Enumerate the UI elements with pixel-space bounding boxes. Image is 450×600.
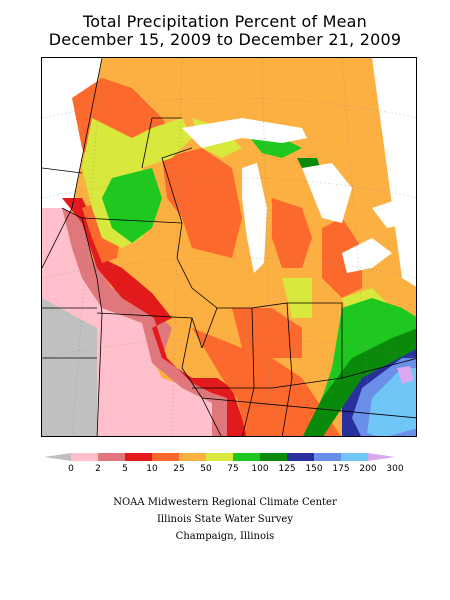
map-subtitle-dates: December 15, 2009 to December 21, 2009 [48, 30, 402, 49]
legend-tick-label: 125 [278, 464, 296, 474]
legend-swatch-5 [179, 453, 206, 461]
legend-swatch-2 [98, 453, 125, 461]
legend-swatch-0 [44, 453, 71, 461]
legend-tick-label: 300 [386, 464, 404, 474]
legend-tick-label: 25 [173, 464, 185, 474]
region-10-25pct-wisconsin [162, 148, 242, 258]
region-0pct [42, 298, 97, 436]
legend-tick-label: 175 [332, 464, 350, 474]
legend-swatch-9 [287, 453, 314, 461]
legend-swatch-12 [368, 453, 395, 461]
legend-tick-label: 150 [305, 464, 323, 474]
lake-ontario [372, 198, 412, 228]
legend-tick-label: 75 [227, 464, 239, 474]
legend-tick-label: 0 [68, 464, 74, 474]
legend-tick-label: 10 [146, 464, 158, 474]
region-75-100pct-minnesota [102, 168, 162, 243]
credit-survey: Illinois State Water Survey [156, 514, 293, 525]
legend-swatch-10 [314, 453, 341, 461]
region-300pct [397, 366, 414, 384]
credit-location: Champaign, Illinois [175, 531, 275, 542]
region-175-200pct [367, 368, 416, 436]
legend-tick-label: 2 [95, 464, 101, 474]
legend-tick-label: 5 [122, 464, 128, 474]
color-legend [0, 450, 450, 480]
legend-swatch-6 [206, 453, 233, 461]
legend-swatch-7 [233, 453, 260, 461]
legend-swatch-4 [152, 453, 179, 461]
lake-superior [182, 118, 307, 148]
region-10-25pct-indiana [232, 308, 302, 358]
legend-tick-label: 50 [200, 464, 212, 474]
credit-organization: NOAA Midwestern Regional Climate Center [113, 497, 337, 508]
region-5-10pct [62, 198, 247, 436]
graticule [42, 58, 416, 436]
region-0-2pct [42, 208, 227, 436]
map-title: Total Precipitation Percent of Mean [83, 12, 367, 31]
region-10-25pct-michigan [272, 198, 312, 268]
precipitation-map [41, 57, 417, 437]
outside-region-right [372, 58, 416, 287]
region-10-25pct-east [322, 218, 362, 298]
legend-swatch-1 [71, 453, 98, 461]
lake-michigan [242, 163, 267, 273]
legend-tick-label: 100 [251, 464, 269, 474]
region-50-75pct-ohio [282, 278, 312, 318]
lake-erie [342, 238, 392, 273]
legend-swatch-11 [341, 453, 368, 461]
lake-huron [302, 163, 352, 223]
legend-swatch-8 [260, 453, 287, 461]
legend-swatch-3 [125, 453, 152, 461]
legend-tick-label: 200 [359, 464, 377, 474]
region-10-25pct-south [192, 328, 341, 436]
state-boundaries [42, 58, 416, 436]
